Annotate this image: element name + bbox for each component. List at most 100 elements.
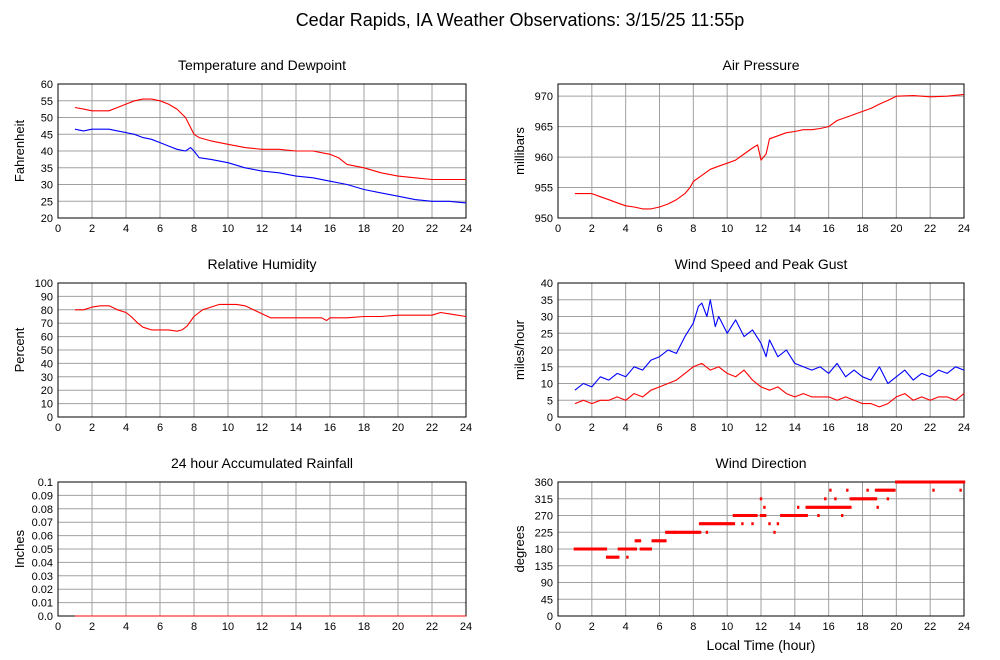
- direction-point: [792, 514, 796, 517]
- direction-point: [573, 547, 577, 551]
- direction-point: [909, 480, 912, 484]
- temp-x-tick-label: 18: [358, 223, 370, 235]
- direction-point: [913, 480, 916, 484]
- direction-point: [797, 514, 800, 517]
- direction-point: [684, 530, 688, 534]
- humidity-x-tick-label: 20: [392, 422, 404, 434]
- direction-x-tick-label: 10: [721, 621, 733, 633]
- direction-point: [888, 488, 892, 492]
- humidity-x-tick-label: 2: [89, 422, 95, 434]
- wind-series-line-0: [574, 299, 965, 391]
- pressure-y-axis-label: millibars: [512, 127, 527, 175]
- chart-direction: 0 2 4 6 8 10 12 14 16 18 20 22 240459013518022527031…: [512, 455, 970, 633]
- temp-x-tick-label: 22: [426, 223, 438, 235]
- wind-y-tick-label: 30: [541, 312, 553, 324]
- direction-point: [673, 530, 676, 534]
- direction-point: [615, 555, 619, 559]
- direction-point: [927, 480, 930, 484]
- direction-point: [840, 505, 844, 509]
- direction-point: [938, 480, 942, 484]
- direction-point: [637, 539, 640, 543]
- wind-y-tick-label: 35: [541, 295, 553, 307]
- direction-point: [641, 547, 644, 551]
- rain-y-tick-label: 0.09: [32, 490, 53, 502]
- rain-x-tick-label: 14: [290, 621, 302, 633]
- direction-point: [751, 514, 754, 517]
- direction-point: [950, 480, 953, 484]
- humidity-x-tick-label: 14: [290, 422, 302, 434]
- direction-point: [931, 480, 935, 484]
- humidity-x-tick-label: 6: [157, 422, 163, 434]
- direction-point: [916, 480, 919, 484]
- direction-point: [895, 480, 898, 484]
- direction-point: [943, 480, 946, 484]
- direction-x-tick-label: 16: [823, 621, 835, 633]
- temp-x-tick-label: 16: [324, 223, 336, 235]
- direction-point: [857, 497, 861, 501]
- direction-point: [746, 514, 750, 517]
- temp-x-tick-label: 20: [392, 223, 404, 235]
- pressure-x-tick-label: 14: [789, 223, 801, 235]
- temp-x-tick-label: 0: [55, 223, 61, 235]
- temp-series-line-0: [74, 98, 466, 181]
- direction-point: [715, 522, 719, 526]
- direction-point: [585, 547, 588, 551]
- direction-frame: [557, 481, 965, 617]
- direction-point: [587, 547, 591, 551]
- humidity-y-tick-label: 80: [41, 305, 53, 317]
- direction-point: [837, 505, 841, 509]
- direction-point: [732, 514, 736, 517]
- direction-point: [849, 497, 852, 501]
- direction-point: [879, 488, 882, 492]
- direction-point: [919, 480, 922, 484]
- direction-x-tick-label: 22: [924, 621, 936, 633]
- temp-title: Temperature and Dewpoint: [178, 57, 346, 73]
- direction-point: [698, 522, 702, 526]
- direction-point: [720, 522, 723, 526]
- direction-point: [896, 480, 899, 484]
- rain-x-tick-label: 4: [123, 621, 129, 633]
- direction-point: [877, 488, 881, 492]
- direction-point: [834, 497, 837, 501]
- direction-point: [776, 522, 780, 526]
- humidity-x-tick-label: 10: [222, 422, 234, 434]
- direction-point: [829, 488, 832, 492]
- wind-x-tick-label: 16: [823, 422, 835, 434]
- direction-point: [611, 555, 614, 559]
- direction-point: [926, 480, 929, 484]
- temp-x-tick-label: 12: [256, 223, 268, 235]
- direction-point: [822, 505, 825, 509]
- direction-point: [842, 505, 845, 509]
- direction-point: [582, 547, 585, 551]
- humidity-y-tick-label: 30: [41, 372, 53, 384]
- direction-point: [642, 547, 645, 551]
- humidity-y-tick-label: 20: [41, 385, 53, 397]
- direction-point: [742, 514, 745, 517]
- direction-point: [661, 539, 664, 543]
- direction-point: [731, 522, 734, 526]
- direction-point: [711, 522, 714, 526]
- direction-point: [713, 522, 716, 526]
- direction-point: [676, 530, 679, 534]
- direction-point: [907, 480, 911, 484]
- direction-point: [579, 547, 582, 551]
- rain-y-axis-label: Inches: [12, 529, 27, 568]
- direction-point: [710, 522, 713, 526]
- pressure-x-tick-label: 12: [755, 223, 767, 235]
- direction-point: [856, 497, 859, 501]
- direction-point: [873, 497, 876, 501]
- direction-point: [738, 514, 741, 517]
- chart-panels: 0 2 4 6 8 10 12 14 16 18 20 22 24202530354045505560T…: [12, 57, 970, 633]
- direction-point: [805, 505, 808, 509]
- rain-y-tick-label: 0.0: [38, 611, 53, 623]
- direction-point: [654, 539, 657, 543]
- direction-point: [575, 547, 578, 551]
- direction-point: [872, 497, 875, 501]
- wind-x-tick-label: 10: [721, 422, 733, 434]
- direction-point: [594, 547, 598, 551]
- wind-x-tick-label: 20: [890, 422, 902, 434]
- rain-y-tick-label: 0.04: [32, 557, 53, 569]
- direction-point: [634, 547, 637, 551]
- direction-y-tick-label: 225: [535, 527, 553, 539]
- direction-x-tick-label: 0: [555, 621, 561, 633]
